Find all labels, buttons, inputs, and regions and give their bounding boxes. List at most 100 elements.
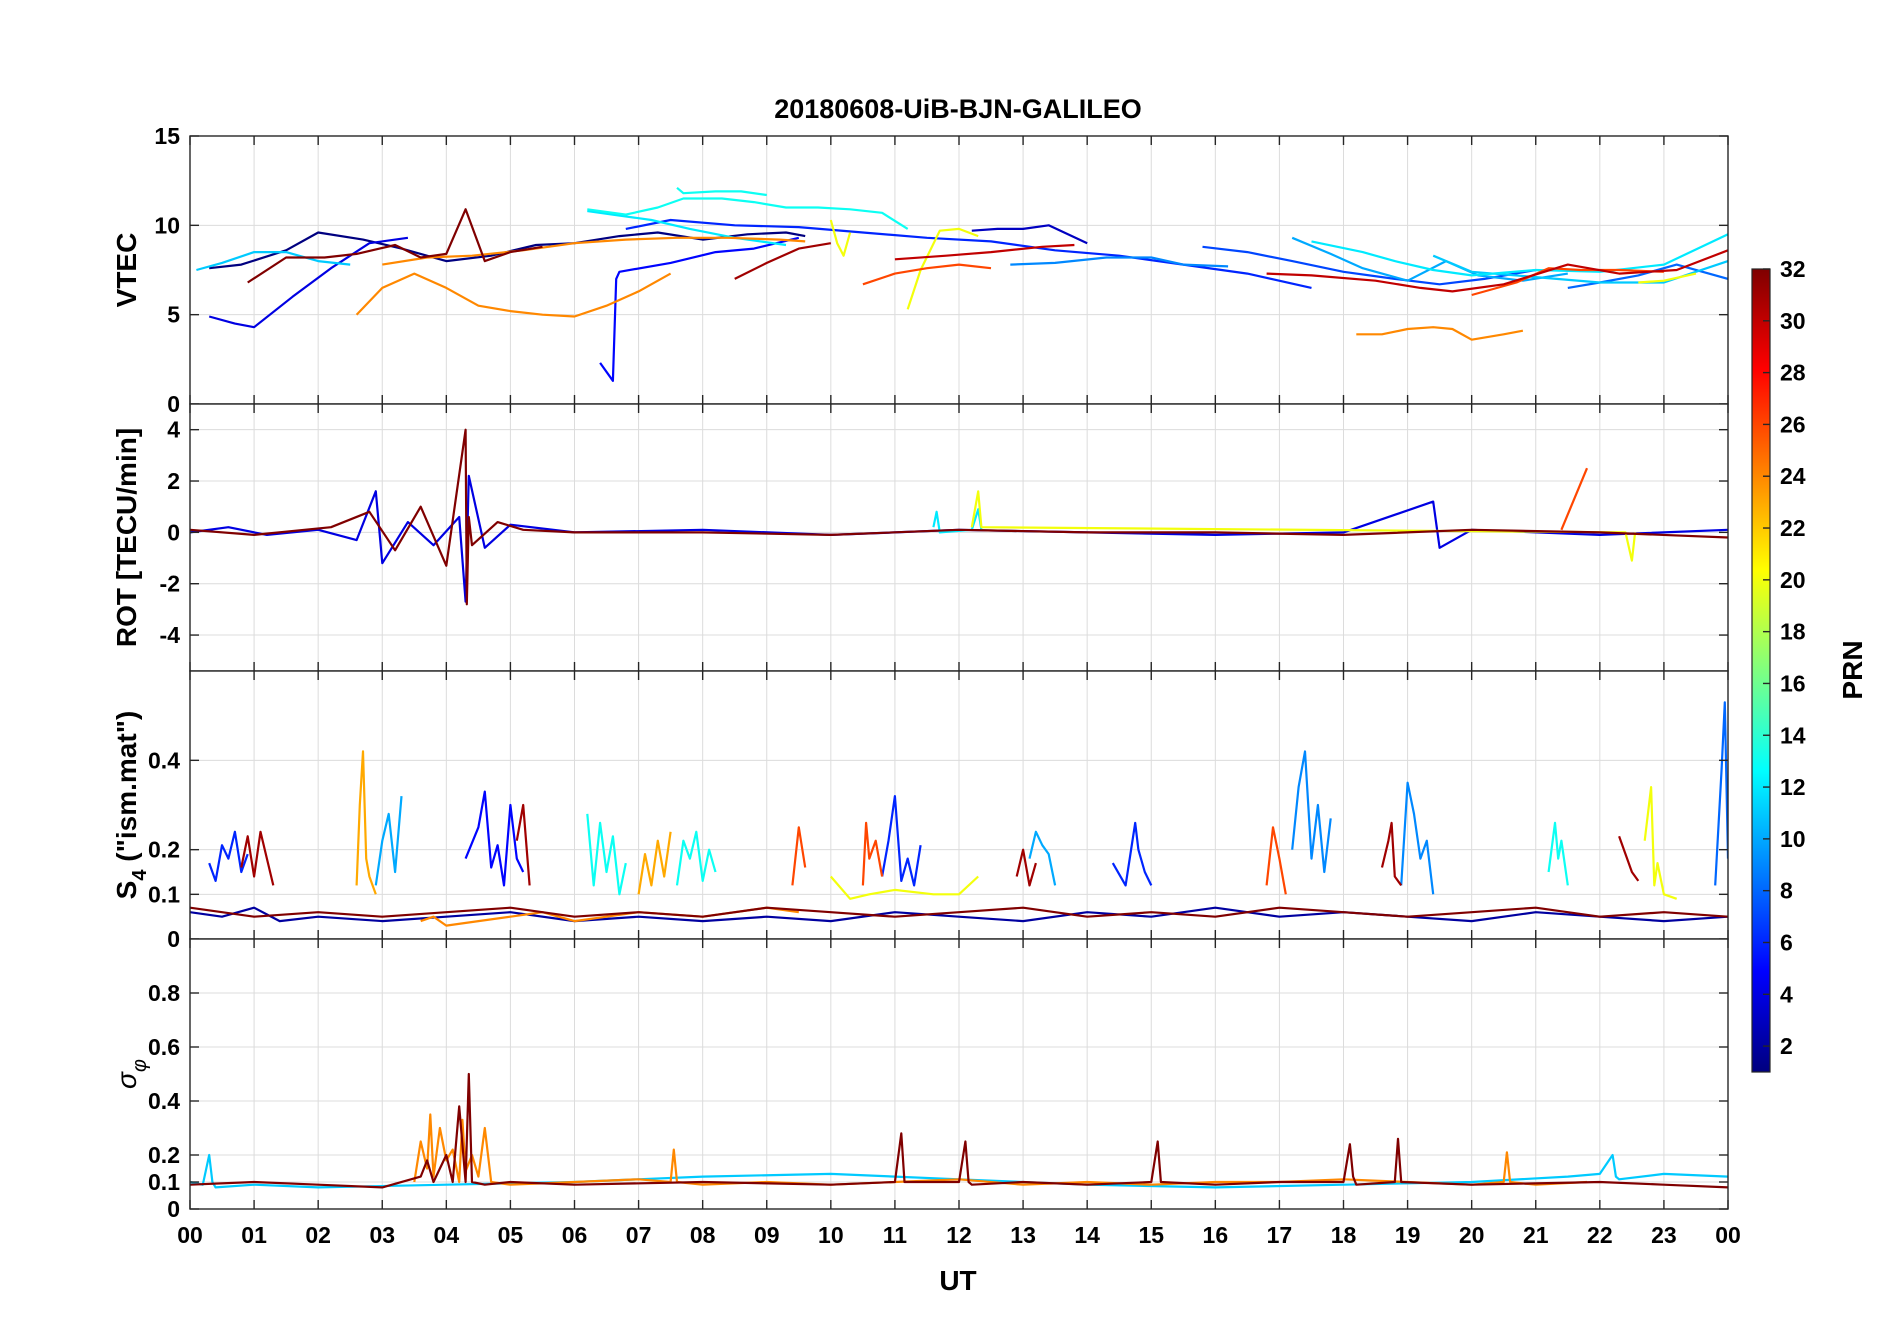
x-axis-label: UT	[939, 1265, 976, 1296]
colorbar-tick-label: 10	[1780, 826, 1806, 852]
series-line-s4-prn-10	[1028, 830, 1057, 886]
colorbar-tick-label: 24	[1780, 463, 1806, 489]
x-tick-label: 11	[883, 1222, 908, 1248]
y-tick-label-rot: -4	[160, 622, 181, 648]
colorbar-tick-label: 32	[1780, 256, 1806, 282]
x-tick-label: 08	[690, 1222, 716, 1248]
y-tick-label-sigma_phi: 0.4	[148, 1088, 180, 1114]
series-line-vtec-prn-4	[208, 236, 409, 329]
series-line-s4-prn-5	[464, 790, 525, 887]
colorbar-tick-label: 18	[1780, 619, 1806, 645]
series-line-vtec-prn-7	[1202, 245, 1536, 286]
x-tick-label: 22	[1587, 1222, 1613, 1248]
y-tick-label-s4: 0	[167, 926, 180, 952]
series-line-rot-prn-26	[1560, 467, 1589, 531]
y-tick-label-s4: 0.2	[148, 837, 180, 863]
y-tick-label-vtec: 15	[154, 123, 180, 149]
y-tick-label-sigma_phi: 0.8	[148, 980, 180, 1006]
series-line-s4-prn-31	[1015, 848, 1037, 887]
colorbar-tick-label: 8	[1780, 878, 1793, 904]
series-line-s4-prn-26	[1265, 826, 1287, 895]
x-tick-label: 10	[818, 1222, 844, 1248]
y-tick-label-vtec: 10	[154, 212, 180, 238]
y-tick-label-vtec: 5	[167, 302, 180, 328]
colorbar-tick-label: 20	[1780, 567, 1806, 593]
series-line-rot-prn-32	[190, 428, 1728, 606]
series-line-rot-prn-20	[970, 490, 1637, 562]
x-tick-label: 02	[305, 1222, 331, 1248]
subplot-sigma_phi: 00.10.2 0.4 0.6 0.8 σφ	[111, 938, 1729, 1222]
y-tick-label-rot: 4	[167, 417, 180, 443]
series-group-rot	[190, 428, 1728, 606]
series-group-vtec	[196, 186, 1728, 382]
x-tick-label: 19	[1395, 1222, 1421, 1248]
colorbar-tick-label: 28	[1780, 360, 1806, 386]
y-axis-label-vtec: VTEC	[111, 233, 142, 308]
y-tick-label-s4: 0.1	[148, 881, 180, 907]
series-line-s4-prn-26	[791, 826, 807, 886]
subplot-vtec: 0 5 10 15 VTEC	[111, 123, 1729, 417]
y-axis-label-rot: ROT [TECU/min]	[111, 428, 142, 647]
x-tick-label: 06	[562, 1222, 588, 1248]
series-line-vtec-prn-9	[1010, 256, 1229, 268]
colorbar-gradient	[1751, 268, 1771, 1073]
x-tick-label: 23	[1651, 1222, 1677, 1248]
y-tick-label-sigma_phi: 0.1	[148, 1169, 180, 1195]
series-line-s4-prn-20	[1643, 785, 1678, 900]
series-line-vtec-prn-12	[1311, 233, 1728, 277]
series-line-vtec-prn-26	[1471, 267, 1664, 297]
colorbar-tick-label: 6	[1780, 929, 1793, 955]
colorbar-label: PRN	[1837, 640, 1868, 699]
series-line-s4-prn-31	[240, 830, 275, 886]
series-line-s4-prn-8	[1714, 701, 1728, 886]
colorbar-tick-label: 12	[1780, 774, 1806, 800]
series-group-sigma_phi	[190, 1072, 1728, 1189]
x-axis-tick-labels: 00 01 02 03 04 05 06 07 08 09 10 11 12 13 14 15 16 17 18 19…	[177, 1222, 1741, 1248]
series-line-vtec-prn-24	[382, 236, 806, 266]
series-line-vtec-prn-5	[599, 236, 800, 382]
x-tick-label: 09	[754, 1222, 780, 1248]
x-tick-label: 17	[1267, 1222, 1293, 1248]
y-tick-label-s4: 0.4	[148, 747, 180, 773]
series-line-s4-prn-6	[881, 794, 922, 887]
series-line-vtec-prn-3	[971, 224, 1088, 245]
series-line-s4-prn-6	[208, 830, 249, 883]
x-tick-label: 07	[626, 1222, 652, 1248]
series-line-s4-prn-31	[1380, 821, 1403, 887]
series-line-s4-prn-23	[355, 750, 377, 895]
subplot-s4: 0 0.1 0.2 0.4S4 ("ism.mat")	[111, 670, 1729, 952]
series-line-rot-prn-12	[932, 508, 983, 534]
y-tick-label-sigma_phi: 0.6	[148, 1034, 180, 1060]
series-line-vtec-prn-24	[1356, 326, 1524, 341]
colorbar-tick-label: 4	[1780, 981, 1793, 1007]
series-line-vtec-prn-30	[894, 243, 1075, 261]
series-line-vtec-prn-20	[829, 219, 852, 257]
series-line-s4-prn-32	[190, 906, 1728, 918]
y-tick-label-sigma_phi: 0	[167, 1196, 180, 1222]
series-line-vtec-prn-20	[1638, 272, 1697, 284]
series-line-s4-prn-26	[861, 821, 884, 886]
x-tick-label: 20	[1459, 1222, 1485, 1248]
x-tick-label: 05	[498, 1222, 524, 1248]
series-line-s4-prn-23	[637, 831, 672, 895]
x-tick-label: 21	[1523, 1222, 1549, 1248]
series-line-vtec-prn-20	[906, 227, 979, 310]
y-tick-label-rot: 2	[167, 468, 180, 494]
series-line-vtec-prn-32	[247, 208, 543, 284]
y-tick-label-rot: 0	[167, 519, 180, 545]
y-axis-label-s4: S4 ("ism.mat")	[111, 711, 151, 900]
x-tick-label: 00	[177, 1222, 203, 1248]
series-line-s4-prn-2	[190, 906, 1728, 923]
x-tick-label: 13	[1010, 1222, 1036, 1248]
colorbar-tick-label: 22	[1780, 515, 1806, 541]
series-line-vtec-prn-31	[734, 242, 831, 280]
y-tick-label-sigma_phi: 0.2	[148, 1142, 180, 1168]
series-line-vtec-prn-30	[1266, 249, 1728, 293]
series-line-sigma_phi-prn-11	[190, 1153, 1728, 1189]
subplot-rot: -4 -2 0 2 4 ROT [TECU/min]	[111, 403, 1729, 672]
series-line-s4-prn-10	[374, 796, 403, 886]
series-line-vtec-prn-26	[862, 263, 992, 286]
